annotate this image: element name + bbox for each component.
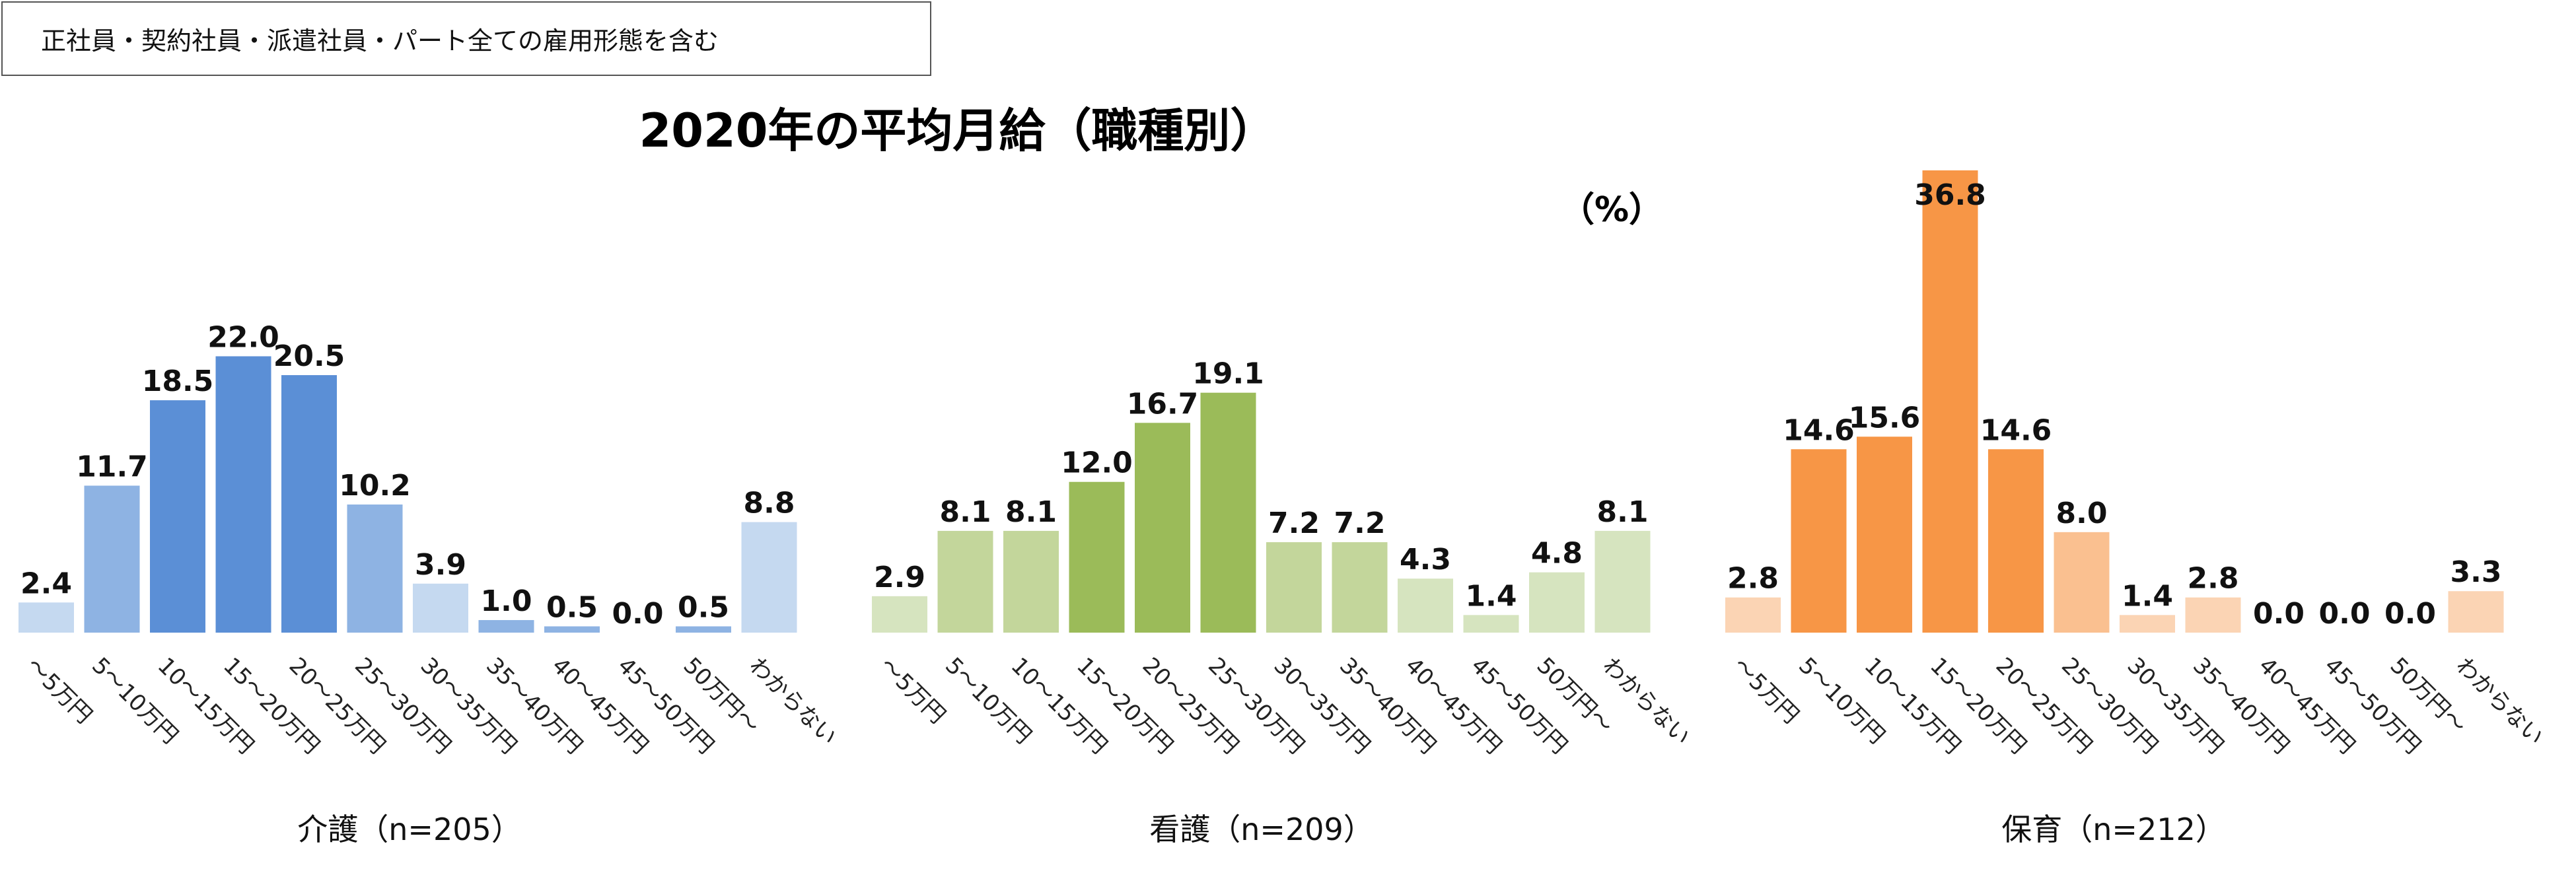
data-label: 8.8 <box>744 487 795 520</box>
bar <box>2448 591 2504 633</box>
bar <box>676 626 731 633</box>
tick-label: わからない <box>744 652 841 750</box>
bar <box>1857 436 1912 633</box>
data-label: 7.2 <box>1268 506 1320 540</box>
data-label: 4.8 <box>1531 537 1583 571</box>
bar <box>1069 481 1125 633</box>
bar <box>18 602 74 633</box>
tick-label: わからない <box>2451 652 2548 750</box>
data-label: 10.2 <box>339 469 411 503</box>
data-label: 14.6 <box>1783 413 1855 447</box>
data-label: 0.5 <box>546 590 598 624</box>
data-label: 4.3 <box>1400 543 1451 576</box>
employment-note: 正社員・契約社員・派遣社員・パート全ての雇用形態を含む <box>1 1 931 76</box>
data-label: 7.2 <box>1334 506 1386 540</box>
data-label: 12.0 <box>1061 446 1133 480</box>
bar <box>84 485 140 633</box>
data-label: 0.0 <box>612 597 664 631</box>
bar <box>1922 170 1978 633</box>
bar <box>1332 542 1388 633</box>
bar <box>1135 423 1190 633</box>
bars-layer: 2.4～5万円11.75～10万円18.510～15万円22.015～20万円2… <box>18 170 2549 847</box>
data-label: 8.1 <box>1597 495 1649 529</box>
data-label: 2.8 <box>1727 562 1779 596</box>
series-group-2: 2.9～5万円8.15～10万円8.110～15万円12.015～20万円16.… <box>872 357 1696 847</box>
bar <box>478 619 534 633</box>
data-label: 0.5 <box>678 590 729 624</box>
tick-label: ～5万円 <box>875 652 951 729</box>
unit-label: （%） <box>1560 190 1663 230</box>
bar <box>215 356 271 633</box>
data-label: 3.9 <box>415 548 466 582</box>
data-label: 11.7 <box>76 450 148 483</box>
data-label: 0.0 <box>2384 597 2436 631</box>
bar <box>1529 572 1585 633</box>
bar <box>1725 597 1781 633</box>
bar <box>1003 530 1059 633</box>
data-label: 8.1 <box>940 495 991 529</box>
bar <box>150 400 205 633</box>
series-group-1: 2.4～5万円11.75～10万円18.510～15万円22.015～20万円2… <box>18 321 842 847</box>
data-label: 20.5 <box>273 339 345 373</box>
bar <box>872 596 927 633</box>
data-label: 0.0 <box>2319 597 2371 631</box>
data-label: 1.4 <box>1466 579 1517 613</box>
data-label: 14.6 <box>1980 413 2052 447</box>
data-label: 1.0 <box>481 584 532 618</box>
bar <box>544 626 600 633</box>
data-label: 8.0 <box>2056 497 2108 530</box>
bar <box>1594 530 1651 633</box>
bar <box>1988 449 2044 633</box>
chart-title: 2020年の平均月給（職種別） <box>639 104 1277 158</box>
bar <box>1791 449 1847 633</box>
bar <box>281 375 337 633</box>
tick-label: ～5万円 <box>1728 652 1805 729</box>
bar <box>2185 597 2241 633</box>
data-label: 0.0 <box>2253 597 2305 631</box>
data-label: 22.0 <box>207 321 279 355</box>
tick-label: わからない <box>1597 652 1695 750</box>
data-label: 3.3 <box>2451 555 2502 589</box>
data-label: 2.9 <box>874 561 925 594</box>
bar <box>1200 392 1256 633</box>
bar <box>413 583 468 633</box>
data-label: 18.5 <box>142 365 214 398</box>
bar <box>2054 532 2110 633</box>
data-label: 1.4 <box>2122 579 2173 613</box>
bar <box>937 530 993 633</box>
tick-label: ～5万円 <box>21 652 98 729</box>
group-label: 看護（n=209） <box>1149 812 1374 847</box>
bar <box>1463 615 1519 633</box>
data-label: 36.8 <box>1914 178 1986 212</box>
data-label: 16.7 <box>1127 387 1199 421</box>
group-label: 介護（n=205） <box>297 812 522 847</box>
data-label: 8.1 <box>1005 495 1057 529</box>
bar <box>1266 542 1322 633</box>
bar <box>2120 615 2175 633</box>
group-label: 保育（n=212） <box>2001 812 2226 847</box>
bar <box>1398 578 1453 633</box>
bar <box>347 504 403 633</box>
bar <box>741 522 797 633</box>
data-label: 19.1 <box>1192 357 1264 391</box>
series-group-3: 2.8～5万円14.65～10万円15.610～15万円36.815～20万円1… <box>1725 170 2549 847</box>
data-label: 2.8 <box>2188 562 2239 596</box>
data-label: 15.6 <box>1849 401 1921 435</box>
data-label: 2.4 <box>20 567 72 600</box>
